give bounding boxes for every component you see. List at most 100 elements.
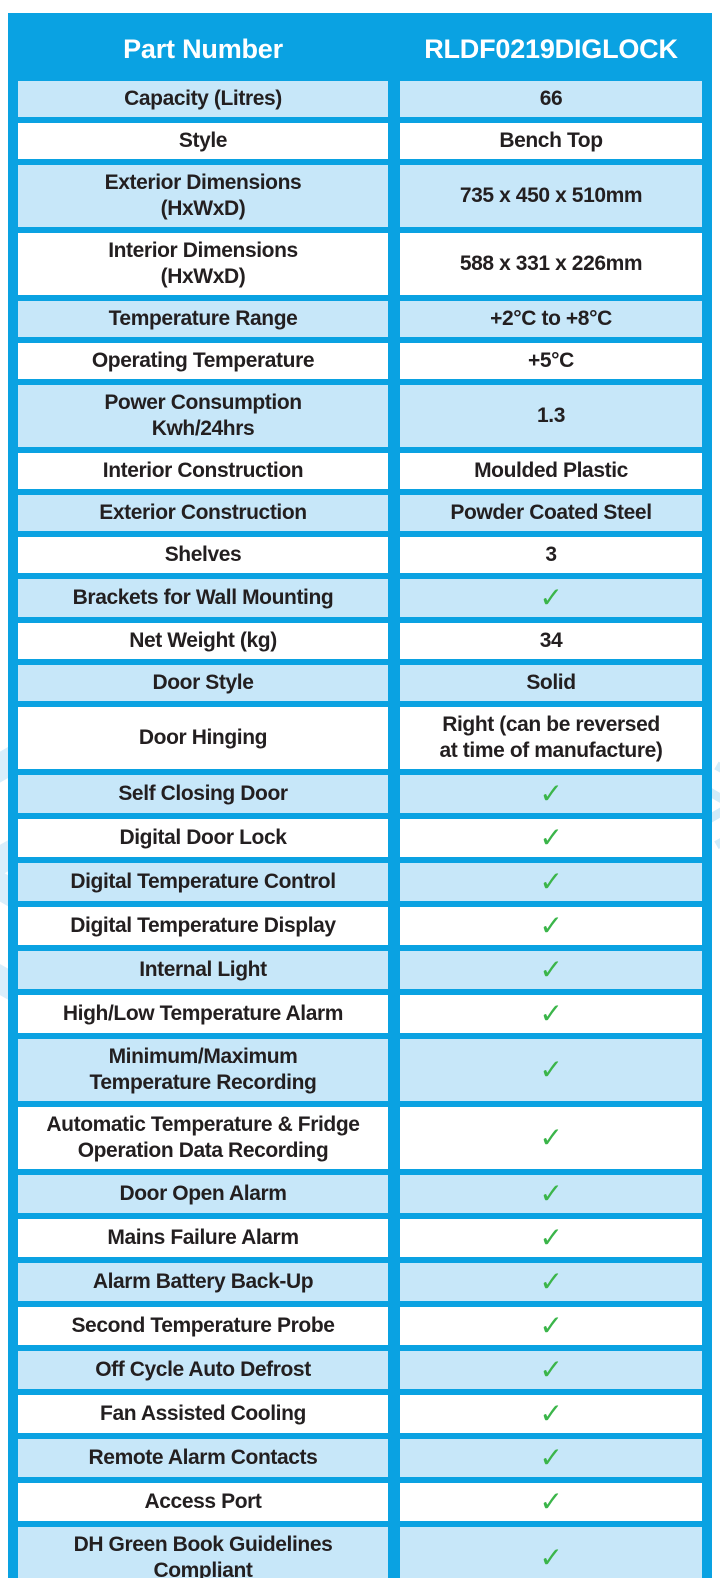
spec-label-cell: Remote Alarm Contacts xyxy=(18,1439,388,1477)
spec-value-cell: Right (can be reversed at time of manufa… xyxy=(400,707,702,769)
check-icon: ✓ xyxy=(539,998,563,1029)
spec-value-cell: Powder Coated Steel xyxy=(400,495,702,531)
spec-label-cell: Alarm Battery Back-Up xyxy=(18,1263,388,1301)
table-row: Self Closing Door ✓ xyxy=(18,775,702,813)
spec-label-cell: Automatic Temperature & Fridge Operation… xyxy=(18,1107,388,1169)
check-icon: ✓ xyxy=(539,1054,563,1085)
table-row: Brackets for Wall Mounting ✓ xyxy=(18,579,702,617)
spec-label-cell: Door Hinging xyxy=(18,707,388,769)
check-icon: ✓ xyxy=(539,1122,563,1153)
check-icon: ✓ xyxy=(539,1542,563,1573)
table-row: Door Open Alarm ✓ xyxy=(18,1175,702,1213)
table-row: Power Consumption Kwh/24hrs 1.3 xyxy=(18,385,702,447)
spec-value-cell: ✓ xyxy=(400,579,702,617)
table-row: Shelves 3 xyxy=(18,537,702,573)
spec-value-cell: ✓ xyxy=(400,995,702,1033)
table-body: Capacity (Litres) 66 Style Bench Top Exterio… xyxy=(18,81,702,1578)
spec-value-cell: ✓ xyxy=(400,1175,702,1213)
spec-value-cell: 3 xyxy=(400,537,702,573)
spec-value-cell: ✓ xyxy=(400,819,702,857)
table-row: Capacity (Litres) 66 xyxy=(18,81,702,117)
spec-value-cell: 66 xyxy=(400,81,702,117)
spec-label-cell: Capacity (Litres) xyxy=(18,81,388,117)
table-row: Internal Light ✓ xyxy=(18,951,702,989)
check-icon: ✓ xyxy=(539,1442,563,1473)
check-icon: ✓ xyxy=(539,1486,563,1517)
header-label-cell: Part Number xyxy=(123,34,283,64)
spec-label-cell: Internal Light xyxy=(18,951,388,989)
table-row: Remote Alarm Contacts ✓ xyxy=(18,1439,702,1477)
table-row: Digital Temperature Display ✓ xyxy=(18,907,702,945)
spec-label-cell: Exterior Dimensions (HxWxD) xyxy=(18,165,388,227)
spec-label-cell: Digital Temperature Display xyxy=(18,907,388,945)
table-row: Temperature Range +2°C to +8°C xyxy=(18,301,702,337)
table-row: Exterior Dimensions (HxWxD) 735 x 450 x 5… xyxy=(18,165,702,227)
table-row: Off Cycle Auto Defrost ✓ xyxy=(18,1351,702,1389)
spec-value-cell: 735 x 450 x 510mm xyxy=(400,165,702,227)
spec-value-cell: ✓ xyxy=(400,1107,702,1169)
table-row: Digital Temperature Control ✓ xyxy=(18,863,702,901)
spec-value-cell: ✓ xyxy=(400,1219,702,1257)
check-icon: ✓ xyxy=(539,910,563,941)
table-row: Alarm Battery Back-Up ✓ xyxy=(18,1263,702,1301)
table-row: Second Temperature Probe ✓ xyxy=(18,1307,702,1345)
table-row: Access Port ✓ xyxy=(18,1483,702,1521)
spec-value-cell: 1.3 xyxy=(400,385,702,447)
spec-label-cell: Off Cycle Auto Defrost xyxy=(18,1351,388,1389)
spec-value-cell: ✓ xyxy=(400,907,702,945)
spec-label-cell: High/Low Temperature Alarm xyxy=(18,995,388,1033)
spec-label-cell: Interior Dimensions (HxWxD) xyxy=(18,233,388,295)
table-row: Automatic Temperature & Fridge Operation… xyxy=(18,1107,702,1169)
spec-value-cell: Bench Top xyxy=(400,123,702,159)
spec-value-cell: ✓ xyxy=(400,1263,702,1301)
spec-label-cell: Fan Assisted Cooling xyxy=(18,1395,388,1433)
check-icon: ✓ xyxy=(539,1222,563,1253)
spec-value-cell: +5°C xyxy=(400,343,702,379)
spec-label-cell: Self Closing Door xyxy=(18,775,388,813)
spec-label-cell: Power Consumption Kwh/24hrs xyxy=(18,385,388,447)
spec-value-cell: ✓ xyxy=(400,1039,702,1101)
table-row: Net Weight (kg) 34 xyxy=(18,623,702,659)
spec-value-cell: Solid xyxy=(400,665,702,701)
spec-label-cell: Brackets for Wall Mounting xyxy=(18,579,388,617)
spec-value-cell: ✓ xyxy=(400,1307,702,1345)
table-row: Digital Door Lock ✓ xyxy=(18,819,702,857)
spec-value-cell: ✓ xyxy=(400,1483,702,1521)
table-row: Minimum/Maximum Temperature Recording ✓ xyxy=(18,1039,702,1101)
check-icon: ✓ xyxy=(539,822,563,853)
table-row: Style Bench Top xyxy=(18,123,702,159)
spec-value-cell: +2°C to +8°C xyxy=(400,301,702,337)
table-row: Door Style Solid xyxy=(18,665,702,701)
spec-label-cell: Shelves xyxy=(18,537,388,573)
spec-label-cell: Access Port xyxy=(18,1483,388,1521)
check-icon: ✓ xyxy=(539,1354,563,1385)
spec-value-cell: ✓ xyxy=(400,1351,702,1389)
spec-value-cell: ✓ xyxy=(400,775,702,813)
table-row: Interior Dimensions (HxWxD) 588 x 331 x 2… xyxy=(18,233,702,295)
spec-label-cell: Door Open Alarm xyxy=(18,1175,388,1213)
spec-value-cell: Moulded Plastic xyxy=(400,453,702,489)
spec-label-cell: Exterior Construction xyxy=(18,495,388,531)
table-header-row: Part Number RLDF0219DIGLOCK xyxy=(18,23,702,75)
check-icon: ✓ xyxy=(539,1310,563,1341)
spec-label-cell: Mains Failure Alarm xyxy=(18,1219,388,1257)
spec-value-cell: 588 x 331 x 226mm xyxy=(400,233,702,295)
check-icon: ✓ xyxy=(539,1266,563,1297)
spec-value-cell: ✓ xyxy=(400,863,702,901)
spec-label-cell: DH Green Book Guidelines Compliant xyxy=(18,1527,388,1578)
check-icon: ✓ xyxy=(539,582,563,613)
check-icon: ✓ xyxy=(539,954,563,985)
table-row: Mains Failure Alarm ✓ xyxy=(18,1219,702,1257)
spec-value-cell: ✓ xyxy=(400,951,702,989)
spec-value-cell: ✓ xyxy=(400,1527,702,1578)
spec-label-cell: Style xyxy=(18,123,388,159)
check-icon: ✓ xyxy=(539,778,563,809)
product-spec-table: Part Number RLDF0219DIGLOCK Capacity (Li… xyxy=(8,13,712,1578)
table-row: High/Low Temperature Alarm ✓ xyxy=(18,995,702,1033)
spec-label-cell: Operating Temperature xyxy=(18,343,388,379)
spec-value-cell: ✓ xyxy=(400,1395,702,1433)
spec-label-cell: Net Weight (kg) xyxy=(18,623,388,659)
table-row: Operating Temperature +5°C xyxy=(18,343,702,379)
spec-label-cell: Second Temperature Probe xyxy=(18,1307,388,1345)
spec-label-cell: Digital Door Lock xyxy=(18,819,388,857)
